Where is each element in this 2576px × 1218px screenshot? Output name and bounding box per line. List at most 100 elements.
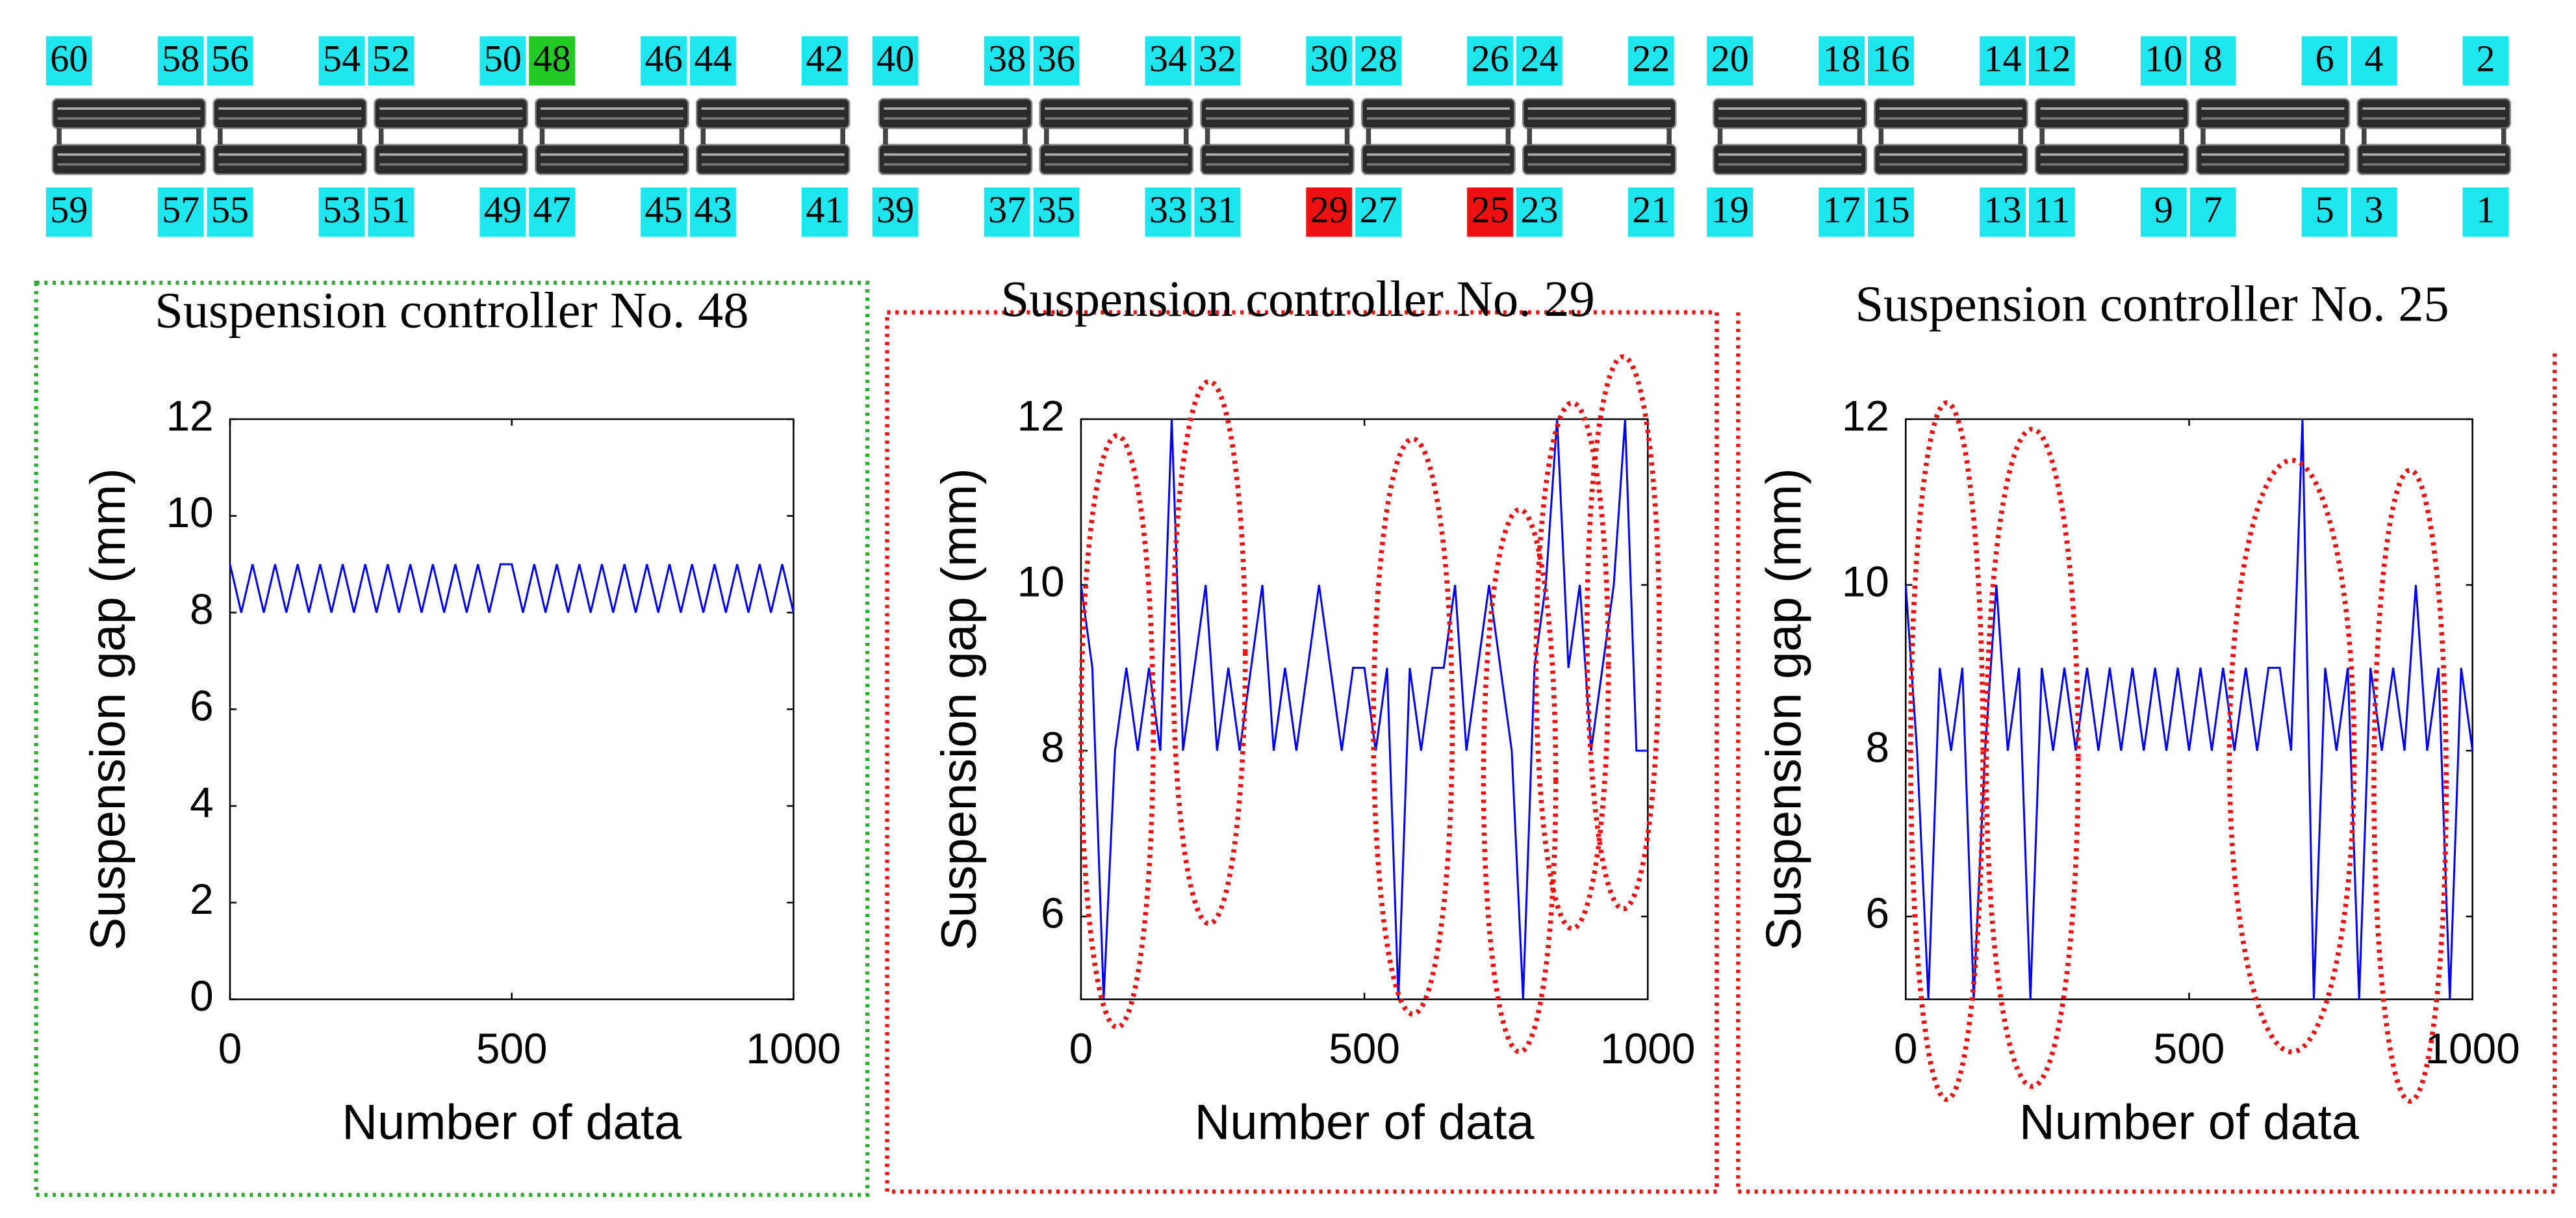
rail [374, 97, 528, 129]
anomaly-marker [1983, 426, 2081, 1089]
controller-box [479, 36, 526, 86]
rail [695, 97, 850, 129]
controller-label: 32 [1199, 38, 1236, 80]
rail [535, 144, 689, 175]
x-tick-label: 500 [1329, 1024, 1400, 1072]
anomaly-marker [1078, 433, 1156, 1030]
rail [878, 97, 1033, 129]
controller-box [368, 36, 414, 86]
controller-label: 19 [1711, 188, 1749, 231]
controller-label: 20 [1711, 38, 1749, 80]
controller-box [984, 187, 1030, 237]
anomaly-marker [1481, 507, 1559, 1055]
controller-box [641, 187, 687, 237]
controller-box [690, 36, 736, 86]
y-tick-label: 8 [1865, 723, 1889, 771]
rail [695, 144, 850, 175]
rail [2034, 144, 2189, 175]
controller-label: 23 [1520, 188, 1558, 231]
controller-label: 51 [372, 188, 410, 231]
controller-label: 54 [323, 38, 361, 80]
controller-box [1355, 187, 1401, 237]
y-tick-label: 12 [1842, 391, 1889, 439]
controller-label: 15 [1872, 188, 1909, 231]
controller-box [1818, 187, 1865, 237]
controller-label: 38 [988, 38, 1026, 80]
controller-box [2462, 36, 2509, 86]
chart-title: Suspension controller No. 48 [155, 282, 748, 339]
y-tick-label: 12 [166, 391, 214, 439]
controller-box [1355, 36, 1401, 86]
controller-label: 1 [2476, 188, 2495, 231]
controller-label: 17 [1823, 188, 1861, 231]
controller-label: 6 [2315, 38, 2334, 80]
rail [51, 97, 207, 129]
controller-box [318, 36, 365, 86]
controller-box [641, 36, 687, 86]
controller-label: 25 [1471, 188, 1509, 231]
anomaly-marker [1170, 378, 1248, 927]
x-tick-label: 1000 [746, 1024, 841, 1072]
controller-box [368, 187, 414, 237]
rail [1713, 97, 1867, 129]
x-tick-label: 500 [2154, 1024, 2225, 1072]
controller-box [479, 187, 526, 237]
x-tick-label: 1000 [1600, 1024, 1695, 1072]
controller-box [529, 36, 576, 86]
controller-label: 24 [1520, 38, 1558, 80]
controller-box [2301, 187, 2348, 237]
controller-label: 8 [2204, 38, 2223, 80]
controller-box [1033, 36, 1080, 86]
rail [212, 144, 368, 175]
controller-label: 43 [694, 188, 732, 231]
controller-box [984, 36, 1030, 86]
controller-label: 53 [323, 188, 361, 231]
controller-box [1194, 36, 1241, 86]
controller-box [2351, 187, 2397, 237]
controller-label: 7 [2204, 188, 2223, 231]
chart: Suspension controller No. 29 6 8 10 12 0 500 10… [932, 270, 1696, 1150]
anomaly-marker [2226, 458, 2357, 1055]
controller-box [1145, 36, 1192, 86]
controller-label: 21 [1632, 188, 1670, 231]
controller-box [1868, 36, 1914, 86]
y-tick-label: 10 [166, 488, 214, 536]
y-tick-label: 10 [1017, 557, 1064, 605]
controller-label: 40 [876, 38, 914, 80]
controller-label: 50 [484, 38, 522, 80]
rail [535, 97, 689, 129]
controller-box [1627, 36, 1674, 86]
rail [1361, 97, 1516, 129]
controller-label: 49 [484, 188, 522, 231]
rail [1873, 97, 2028, 129]
controller-label: 47 [533, 188, 571, 231]
rail [1361, 144, 1516, 175]
controller-label: 22 [1632, 38, 1670, 80]
controller-label: 13 [1983, 188, 2021, 231]
rail [2195, 144, 2351, 175]
rail [374, 144, 528, 175]
y-tick-label: 12 [1017, 391, 1064, 439]
rail [1713, 144, 1867, 175]
data-line [229, 563, 795, 613]
rail [1522, 144, 1677, 175]
y-tick-label: 6 [190, 682, 214, 730]
controller-label: 36 [1038, 38, 1075, 80]
controller-label: 35 [1038, 188, 1075, 231]
rail [1039, 97, 1194, 129]
rail [2356, 144, 2512, 175]
y-axis-label: Suspension gap (mm) [932, 468, 987, 950]
controller-label: 60 [50, 38, 88, 80]
controller-box [318, 187, 365, 237]
rail [51, 144, 207, 175]
x-tick-label: 0 [1894, 1024, 1918, 1072]
panel-frame [1736, 312, 2557, 1194]
controller-label: 5 [2315, 188, 2334, 231]
controller-label: 56 [211, 38, 249, 80]
controller-box [2301, 36, 2348, 86]
data-line [1080, 419, 1648, 1000]
rail [2195, 97, 2351, 129]
controller-label: 58 [162, 38, 199, 80]
